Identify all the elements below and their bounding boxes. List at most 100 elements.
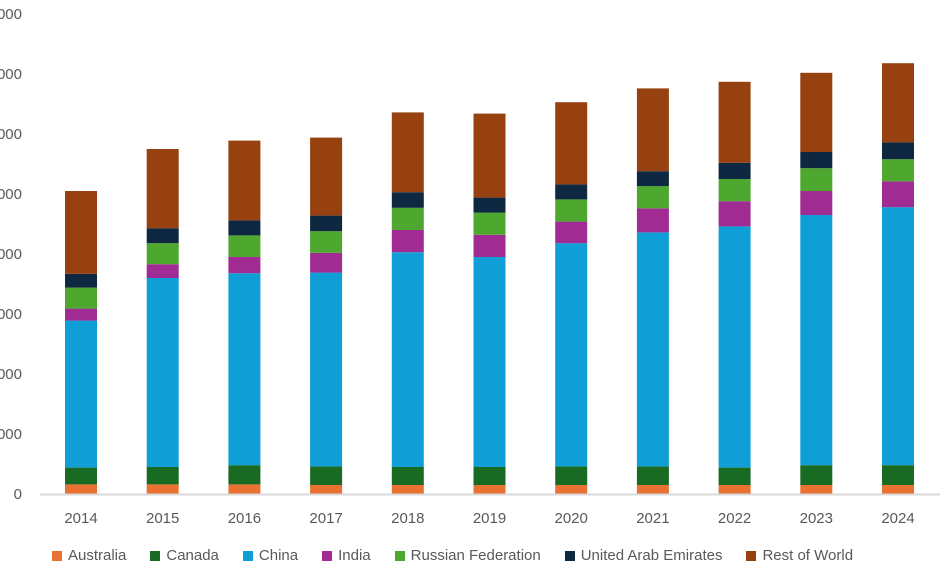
bar-segment-russian-federation-2014 <box>65 287 97 309</box>
bar-segment-australia-2023 <box>800 485 833 494</box>
legend-swatch <box>242 550 253 561</box>
bar-segment-rest-of-world-2017 <box>310 137 343 216</box>
bar-segment-india-2015 <box>146 264 179 278</box>
bar-segment-china-2024 <box>882 207 914 466</box>
y-tick-label: 0 <box>14 486 22 503</box>
legend-swatch <box>150 550 161 561</box>
legend-label: Russian Federation <box>410 547 541 564</box>
bar-segment-india-2020 <box>555 221 588 244</box>
bar-segment-canada-2019 <box>473 467 506 485</box>
bar-segment-united-arab-emirates-2022 <box>718 162 751 179</box>
bar-segment-australia-2016 <box>228 484 261 494</box>
x-tick-label: 2015 <box>146 510 179 527</box>
bar-segment-china-2020 <box>555 243 588 467</box>
bar-segment-canada-2021 <box>636 466 669 485</box>
bar-segment-australia-2014 <box>65 484 97 494</box>
legend-swatch <box>322 550 333 561</box>
bar-segment-india-2021 <box>636 208 669 233</box>
legend-label: China <box>258 547 299 564</box>
legend-item: Russian Federation <box>394 547 541 564</box>
bar-segment-australia-2018 <box>391 485 424 494</box>
bar-segment-china-2014 <box>65 320 97 468</box>
bar-segment-china-2018 <box>391 252 424 467</box>
bar-segment-russian-federation-2023 <box>800 168 833 191</box>
x-tick-label: 2017 <box>309 510 342 527</box>
bar-segment-china-2019 <box>473 257 506 467</box>
bar-segment-rest-of-world-2023 <box>800 72 833 152</box>
bar-segment-india-2024 <box>882 181 914 208</box>
bar-segment-china-2022 <box>718 226 751 468</box>
bar-segment-canada-2015 <box>146 467 179 485</box>
bar-segment-russian-federation-2024 <box>882 159 914 182</box>
x-tick-label: 2016 <box>228 510 261 527</box>
bar-segment-united-arab-emirates-2018 <box>391 192 424 208</box>
y-tick-label: 20000 <box>0 366 22 383</box>
legend-item: Australia <box>52 547 126 564</box>
x-tick-label: 2020 <box>555 510 588 527</box>
bar-segment-united-arab-emirates-2016 <box>228 220 261 236</box>
legend-item: India <box>322 547 371 564</box>
x-tick-label: 2019 <box>473 510 506 527</box>
bar-segment-canada-2017 <box>310 466 343 485</box>
bar-segment-russian-federation-2015 <box>146 243 179 265</box>
bar-segment-china-2023 <box>800 215 833 466</box>
legend-label: Rest of World <box>762 547 854 564</box>
bar-segment-rest-of-world-2015 <box>146 149 179 229</box>
legend-swatch <box>746 550 757 561</box>
bar-segment-canada-2023 <box>800 465 833 485</box>
legend-label: India <box>338 547 371 564</box>
bar-segment-russian-federation-2018 <box>391 207 424 230</box>
legend-item: Canada <box>150 547 219 564</box>
bar-segment-australia-2024 <box>882 485 914 494</box>
legend-label: United Arab Emirates <box>580 547 723 564</box>
bar-segment-china-2016 <box>228 273 261 466</box>
bar-segment-russian-federation-2019 <box>473 212 506 235</box>
legend-swatch <box>564 550 575 561</box>
stacked-bar-chart: 0 10000 20000 30000 40000 50000 60000 70000 8000… <box>0 6 940 527</box>
bar-segment-india-2019 <box>473 234 506 257</box>
bar-segment-canada-2024 <box>882 465 914 485</box>
y-tick-label: 50000 <box>0 186 22 203</box>
bar-segment-rest-of-world-2014 <box>65 191 97 274</box>
bar-segment-united-arab-emirates-2024 <box>882 142 914 160</box>
bar-segment-rest-of-world-2018 <box>391 112 424 193</box>
bar-segment-united-arab-emirates-2014 <box>65 273 97 288</box>
bar-segment-united-arab-emirates-2020 <box>555 184 588 200</box>
bar-segment-russian-federation-2021 <box>636 186 669 209</box>
y-tick-label: 10000 <box>0 426 22 443</box>
bar-segment-russian-federation-2022 <box>718 179 751 202</box>
legend-item: United Arab Emirates <box>564 547 723 564</box>
legend-item: Rest of World <box>746 547 853 564</box>
bar-segment-russian-federation-2016 <box>228 235 261 257</box>
bar-segment-australia-2015 <box>146 484 179 494</box>
y-tick-label: 80000 <box>0 6 22 23</box>
bar-segment-australia-2017 <box>310 485 343 494</box>
bar-segment-india-2014 <box>65 308 97 321</box>
bar-segment-china-2015 <box>146 278 179 467</box>
bar-segment-canada-2022 <box>718 467 751 485</box>
bar-segment-india-2017 <box>310 252 343 273</box>
bar-segment-united-arab-emirates-2017 <box>310 215 343 232</box>
bar-segment-rest-of-world-2020 <box>555 102 588 185</box>
x-tick-label: 2018 <box>391 510 424 527</box>
x-tick-label: 2014 <box>64 510 97 527</box>
bar-segment-united-arab-emirates-2021 <box>636 171 669 187</box>
bar-segment-india-2016 <box>228 257 261 274</box>
legend-label: Canada <box>166 547 219 564</box>
bar-segment-australia-2022 <box>718 485 751 494</box>
x-tick-label: 2024 <box>881 510 914 527</box>
bar-segment-rest-of-world-2021 <box>636 88 669 172</box>
bar-segment-india-2022 <box>718 201 751 227</box>
bars <box>65 63 914 494</box>
bar-segment-china-2021 <box>636 232 669 467</box>
bar-segment-russian-federation-2017 <box>310 231 343 253</box>
bar-segment-india-2023 <box>800 191 833 215</box>
bar-segment-rest-of-world-2016 <box>228 140 261 221</box>
legend-label: Australia <box>68 547 127 564</box>
bar-segment-australia-2019 <box>473 485 506 494</box>
y-axis-tick-labels: 0 10000 20000 30000 40000 50000 60000 70000 8000… <box>0 6 22 503</box>
y-tick-label: 60000 <box>0 126 22 143</box>
bar-segment-united-arab-emirates-2015 <box>146 228 179 244</box>
y-tick-label: 30000 <box>0 306 22 323</box>
bar-segment-rest-of-world-2022 <box>718 81 751 163</box>
